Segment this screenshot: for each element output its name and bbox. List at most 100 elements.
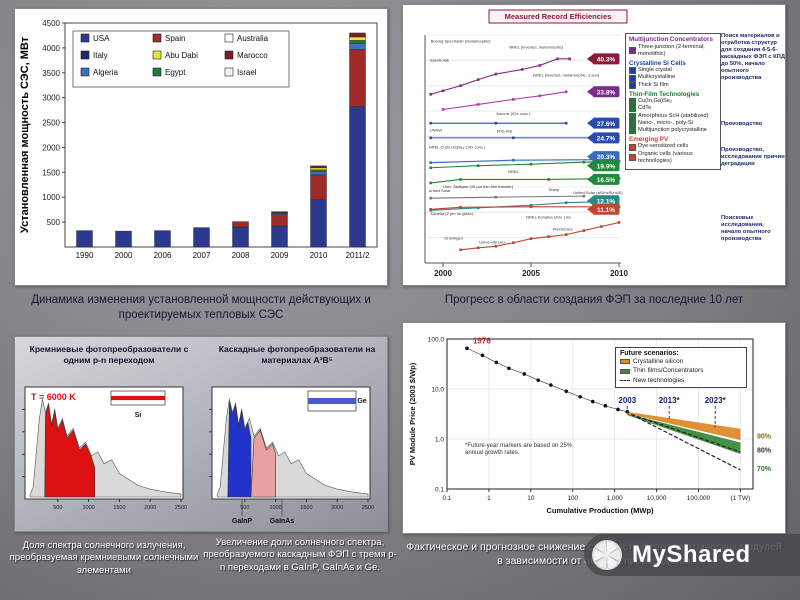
svg-text:24.7%: 24.7% xyxy=(597,135,616,142)
spectra-area-charts: 500 1000 1500 2000 2500 T = 6000 K Si 500 1000 15… xyxy=(22,386,374,525)
svg-text:19.9%: 19.9% xyxy=(597,163,616,170)
legend-marker-icon xyxy=(629,143,636,151)
svg-text:1,000: 1,000 xyxy=(607,495,624,502)
price-legend: Future scenarios: Crystalline silicon Thin… xyxy=(615,347,747,389)
svg-text:NREL Cu(In,Ga)Se₂ (14x conc.): NREL Cu(In,Ga)Se₂ (14x conc.) xyxy=(429,145,486,150)
svg-text:Univ. Stuttgart (45 µm thin-fi: Univ. Stuttgart (45 µm thin-film transfe… xyxy=(443,184,513,189)
svg-text:100: 100 xyxy=(567,495,578,502)
legend-group: Crystalline Si Cells Single crystal Multic… xyxy=(629,60,717,89)
legend-marker-icon xyxy=(629,112,636,120)
spectra-title-cascade: Каскадные фотопреобразователи на материа… xyxy=(218,344,376,365)
svg-text:0.1: 0.1 xyxy=(442,495,451,502)
svg-text:Italy: Italy xyxy=(93,51,108,60)
svg-text:2500: 2500 xyxy=(175,505,187,511)
svg-text:1500: 1500 xyxy=(113,505,125,511)
svg-text:27.6%: 27.6% xyxy=(597,121,616,128)
svg-text:500: 500 xyxy=(47,218,61,227)
legend-item: Amorphous Si:H (stabilized) xyxy=(629,113,717,120)
svg-text:1000: 1000 xyxy=(269,505,281,511)
legend-item: Crystalline silicon xyxy=(620,357,742,366)
svg-text:12.1%: 12.1% xyxy=(597,198,616,205)
svg-text:2500: 2500 xyxy=(42,119,60,128)
svg-text:100.0: 100.0 xyxy=(428,337,445,344)
svg-text:4500: 4500 xyxy=(42,19,60,28)
svg-text:Cumulative Production (MWp): Cumulative Production (MWp) xyxy=(546,506,654,515)
svg-text:90%: 90% xyxy=(757,433,772,440)
svg-text:10,000: 10,000 xyxy=(647,495,667,502)
svg-text:1000: 1000 xyxy=(42,193,60,202)
svg-text:10.0: 10.0 xyxy=(431,387,444,394)
legend-marker-icon xyxy=(629,119,636,127)
svg-text:2005: 2005 xyxy=(522,269,540,278)
annotation: Поисковые исследования, начало опытного … xyxy=(721,215,771,242)
svg-text:2010: 2010 xyxy=(610,269,628,278)
legend-marker-icon xyxy=(629,47,636,55)
svg-text:1990: 1990 xyxy=(76,251,94,260)
legend-item: Three-junction (2-terminal, monolithic) xyxy=(629,44,717,58)
svg-text:Boeing-Spectrolab (metamorphic: Boeing-Spectrolab (metamorphic) xyxy=(431,39,491,44)
svg-text:Kaneka (2 µm on glass): Kaneka (2 µm on glass) xyxy=(431,211,474,216)
svg-text:Israel: Israel xyxy=(237,68,257,77)
svg-text:Algeria: Algeria xyxy=(93,68,118,77)
annotation: Поиск материалов и отработка структур дл… xyxy=(721,33,785,81)
svg-text:Amonix (92x conc.): Amonix (92x conc.) xyxy=(496,111,531,116)
svg-text:1976: 1976 xyxy=(473,336,491,345)
legend-marker-icon xyxy=(620,380,630,382)
svg-text:1500: 1500 xyxy=(42,168,60,177)
svg-text:Marocco: Marocco xyxy=(237,51,268,60)
svg-text:NREL (inverted, metamorphic, 1: NREL (inverted, metamorphic, 1-sun) xyxy=(533,73,600,78)
svg-text:United Solar: United Solar xyxy=(428,188,451,193)
caption-installed-capacity: Динамика изменения установленной мощност… xyxy=(31,294,371,321)
legend-group: Multijunction Concentrators Three-junctio… xyxy=(629,36,717,58)
svg-text:Egypt: Egypt xyxy=(165,68,186,77)
svg-text:2000: 2000 xyxy=(144,505,156,511)
svg-text:2013*: 2013* xyxy=(659,396,681,405)
svg-text:Abu Dabi: Abu Dabi xyxy=(165,51,198,60)
efficiency-line-chart: 2000 2005 2010 40.3% 33.8% 27.6% 24.7% 20.3% 19.… xyxy=(424,9,628,278)
legend-marker-icon xyxy=(629,105,636,113)
svg-text:GaInAs: GaInAs xyxy=(270,518,295,525)
legend-item: Organic cells (various technologies) xyxy=(629,151,717,165)
svg-text:1000: 1000 xyxy=(82,505,94,511)
legend-group-title: Multijunction Concentrators xyxy=(629,36,713,43)
svg-text:NREL Konarka Univ. Linz: NREL Konarka Univ. Linz xyxy=(526,214,571,219)
svg-text:33.8%: 33.8% xyxy=(597,89,616,96)
svg-text:GaInP: GaInP xyxy=(232,518,253,525)
svg-text:2003: 2003 xyxy=(618,396,636,405)
module-price-chart: 0.1 1 10 100 1,000 10,000 100,000 (1 TW) 100.0 10… xyxy=(408,336,772,515)
legend-group-title: Crystalline Si Cells xyxy=(629,59,686,67)
svg-text:NREL: NREL xyxy=(508,169,519,174)
legend-item: New technologies xyxy=(620,376,742,385)
caption-cascade-spectrum: Увеличение доли солнечного спектра, прео… xyxy=(203,537,397,573)
legend-marker-icon xyxy=(629,81,636,89)
svg-text:UNSW: UNSW xyxy=(430,127,442,132)
legend-item: Single crystal xyxy=(629,67,717,75)
legend-marker-icon xyxy=(629,74,636,82)
svg-text:University Linz: University Linz xyxy=(479,240,505,245)
svg-text:Groningen: Groningen xyxy=(444,236,463,241)
svg-text:80%: 80% xyxy=(757,448,772,455)
svg-text:Ge: Ge xyxy=(357,398,366,405)
svg-text:Measured Record Efficiencies: Measured Record Efficiencies xyxy=(505,12,612,21)
legend-group: Thin-Film Technologies Cu(In,Ga)Se₂ CdTe Am… xyxy=(629,91,717,134)
svg-text:3500: 3500 xyxy=(42,69,60,78)
legend-item: Thick Si film xyxy=(629,82,717,89)
caption-silicon-spectrum: Доля спектра солнечного излучения, преоб… xyxy=(9,540,199,576)
svg-text:(1 TW): (1 TW) xyxy=(731,495,751,502)
svg-text:2010: 2010 xyxy=(310,251,328,260)
legend-item: Nano-, micro-, poly-Si xyxy=(629,120,717,127)
svg-text:1.0: 1.0 xyxy=(435,437,444,444)
svg-text:11.1%: 11.1% xyxy=(597,207,615,214)
svg-text:USA: USA xyxy=(93,34,110,43)
svg-text:20.3%: 20.3% xyxy=(597,154,616,161)
svg-text:FhG-ISE: FhG-ISE xyxy=(497,128,513,133)
svg-text:2000: 2000 xyxy=(331,505,343,511)
svg-text:500: 500 xyxy=(240,505,249,511)
svg-text:2007: 2007 xyxy=(193,251,211,260)
svg-text:2000: 2000 xyxy=(115,251,133,260)
panel-installed-capacity: Установленная мощность СЭС, МВт 500 1000 15… xyxy=(14,8,388,286)
price-legend-title: Future scenarios: xyxy=(620,350,679,357)
annotation: Производство xyxy=(721,121,763,127)
legend-group: Emerging PV Dye-sensitized cells Organic c… xyxy=(629,136,717,165)
svg-text:2023*: 2023* xyxy=(705,396,727,405)
